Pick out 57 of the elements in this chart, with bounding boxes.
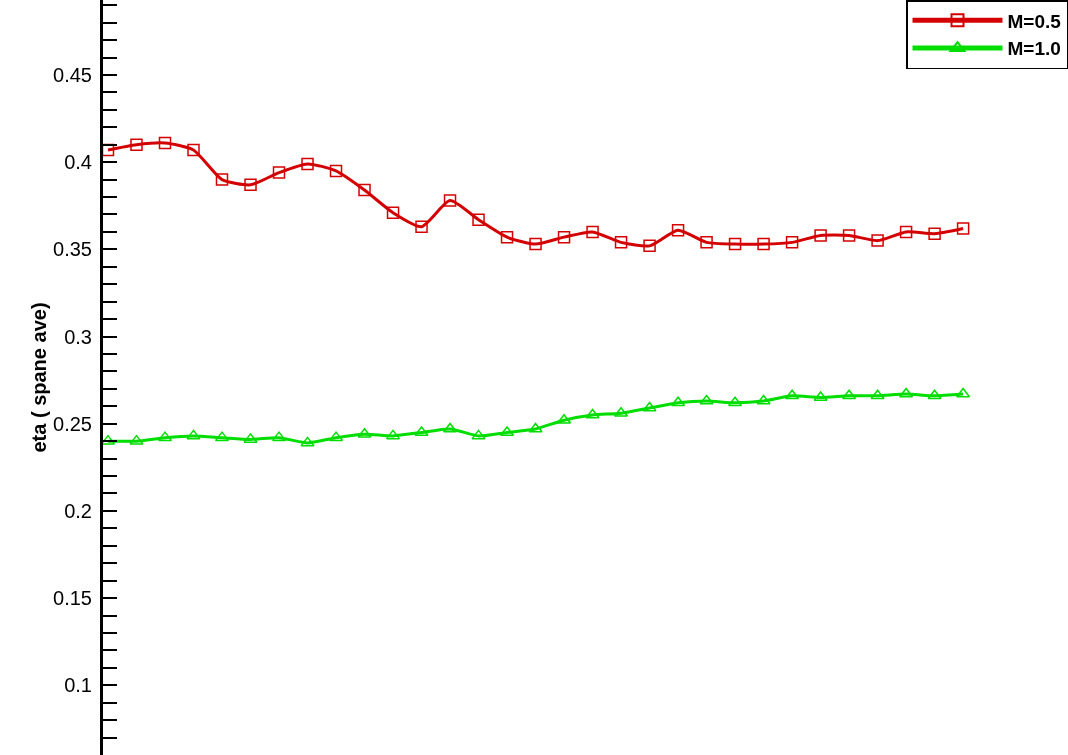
point — [158, 136, 172, 150]
point — [614, 236, 628, 249]
point — [244, 178, 257, 192]
y-tick-label: 0.15 — [53, 587, 92, 610]
point — [586, 225, 599, 239]
y-tick-label: 0.45 — [53, 63, 92, 86]
point — [870, 389, 885, 400]
point — [671, 223, 685, 237]
point — [642, 401, 657, 412]
point — [643, 239, 656, 253]
point — [927, 389, 942, 400]
y-tick-label: 0.3 — [64, 325, 92, 348]
point — [386, 206, 400, 219]
point — [813, 391, 828, 402]
point — [871, 234, 884, 247]
point — [928, 227, 941, 240]
y-tick-label: 0.25 — [53, 412, 92, 435]
point — [956, 387, 971, 398]
point — [585, 408, 600, 419]
point — [728, 237, 742, 251]
point — [329, 164, 343, 178]
point — [557, 230, 571, 244]
y-tick-label: 0.35 — [53, 238, 92, 261]
point — [956, 222, 970, 235]
point — [899, 387, 914, 398]
y-tick-label: 0.1 — [64, 674, 92, 697]
point — [129, 434, 144, 445]
point — [471, 429, 486, 440]
point — [301, 157, 314, 171]
point — [358, 183, 371, 197]
legend-label: M=0.5 — [1007, 10, 1062, 32]
point — [415, 220, 428, 233]
y-axis-title: eta ( spane ave) — [27, 302, 50, 453]
point — [130, 138, 143, 151]
point — [699, 394, 714, 405]
point — [186, 429, 201, 440]
point — [215, 173, 229, 186]
point — [472, 213, 485, 226]
point — [500, 230, 514, 244]
point — [814, 229, 827, 242]
point — [443, 194, 457, 207]
point — [756, 394, 771, 405]
point — [357, 427, 372, 438]
y-tick-label: 0.2 — [64, 499, 92, 522]
point — [899, 225, 913, 239]
point — [272, 166, 286, 179]
point — [785, 236, 799, 249]
point — [187, 143, 200, 157]
point — [529, 237, 542, 251]
point — [757, 237, 770, 251]
point — [842, 229, 856, 242]
y-tick-label: 0.4 — [64, 151, 92, 174]
point — [300, 436, 315, 447]
legend-label: M=1.0 — [1007, 38, 1061, 60]
point — [103, 434, 116, 445]
point — [528, 422, 543, 433]
point — [700, 236, 713, 249]
